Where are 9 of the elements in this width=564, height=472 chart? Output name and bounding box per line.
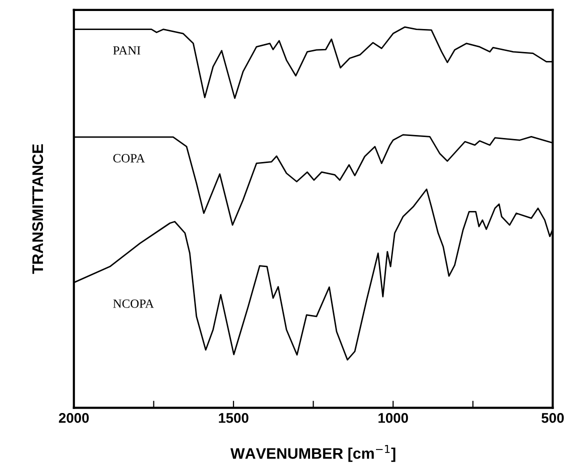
series-label: PANI (113, 46, 140, 55)
x-tick-label: 1000 (378, 413, 408, 423)
x-tick-label: 1500 (218, 413, 248, 423)
x-tick-label: 2000 (58, 413, 89, 423)
x-tick-label: 500 (542, 413, 564, 423)
series-label: COPA (113, 154, 145, 162)
text: NCOPA (113, 299, 154, 308)
y-axis-title: TRANSMITTANCE (32, 144, 44, 274)
x-axis-title: WAVENUMBER [cm$^{−1}$] (230, 445, 396, 462)
